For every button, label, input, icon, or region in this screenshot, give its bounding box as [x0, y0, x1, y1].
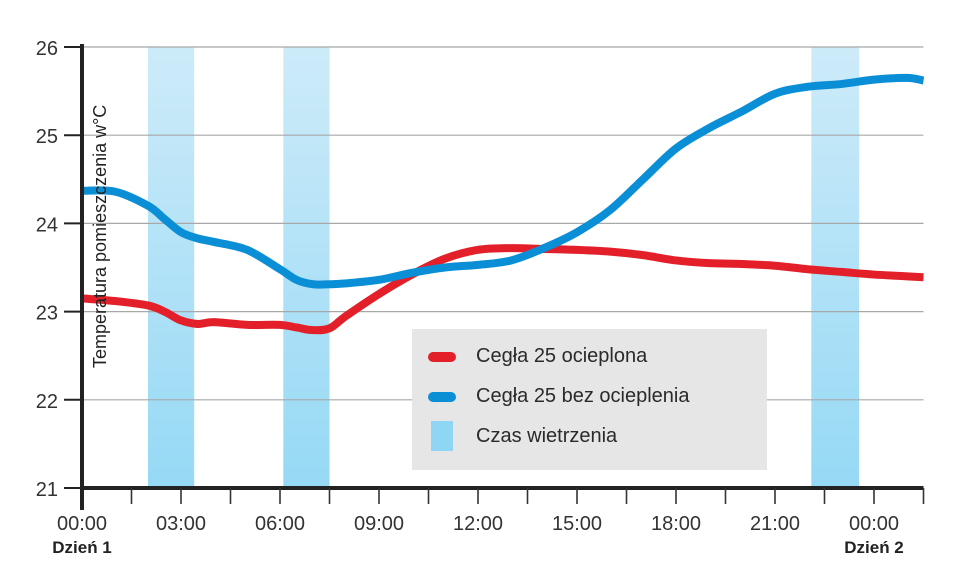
gridlines [82, 46, 924, 401]
y-tick-label: 21 [36, 479, 58, 501]
y-tick-label: 23 [36, 303, 58, 325]
x-tick-label: 21:00 [750, 513, 800, 535]
legend-label: Czas wietrzenia [476, 424, 618, 447]
ventilation-band [148, 47, 195, 488]
ventilation-band [283, 47, 330, 488]
x-tick-label: 03:00 [156, 513, 206, 535]
blue-line-swatch-icon [428, 391, 456, 402]
series-lines [81, 73, 925, 335]
series-line-uninsulated [81, 73, 925, 289]
x-tick-label: 18:00 [651, 513, 701, 535]
y-tick-label: 24 [36, 214, 58, 236]
x-tick-label: 06:00 [255, 513, 305, 535]
x-tick-label: 00:00 [849, 513, 899, 535]
legend-label: Cegła 25 bez ocieplenia [476, 385, 690, 407]
axes: 21 22 23 24 25 26 00:00 03:00 06:00 09:00 12:00 15:… [36, 38, 925, 557]
series-line-insulated [81, 244, 924, 335]
red-line-swatch-icon [428, 351, 456, 362]
x-tick-label: 12:00 [453, 513, 503, 535]
legend-item-insulated: Cegła 25 ocieplona [428, 345, 647, 368]
x-tick-label: 15:00 [552, 513, 602, 535]
legend: Cegła 25 ocieplona Cegła 25 bez ocieplen… [412, 329, 767, 470]
legend-item-ventilation: Czas wietrzenia [428, 421, 617, 451]
y-tick-label: 22 [36, 391, 58, 413]
y-tick-label: 25 [36, 126, 58, 148]
day-label: Dzień 2 [844, 538, 904, 557]
legend-label: Cegła 25 ocieplona [476, 345, 648, 367]
legend-item-uninsulated: Cegła 25 bez ocieplenia [428, 385, 690, 408]
ventilation-bands [148, 47, 860, 488]
x-tick-label: 09:00 [354, 513, 404, 535]
day-label: Dzień 1 [52, 538, 112, 557]
x-tick-label: 00:00 [57, 513, 107, 535]
light-blue-box-swatch-icon [431, 421, 453, 451]
y-axis-title: Temperatura pomieszczenia w°C [90, 105, 110, 368]
y-tick-label: 26 [36, 38, 58, 60]
